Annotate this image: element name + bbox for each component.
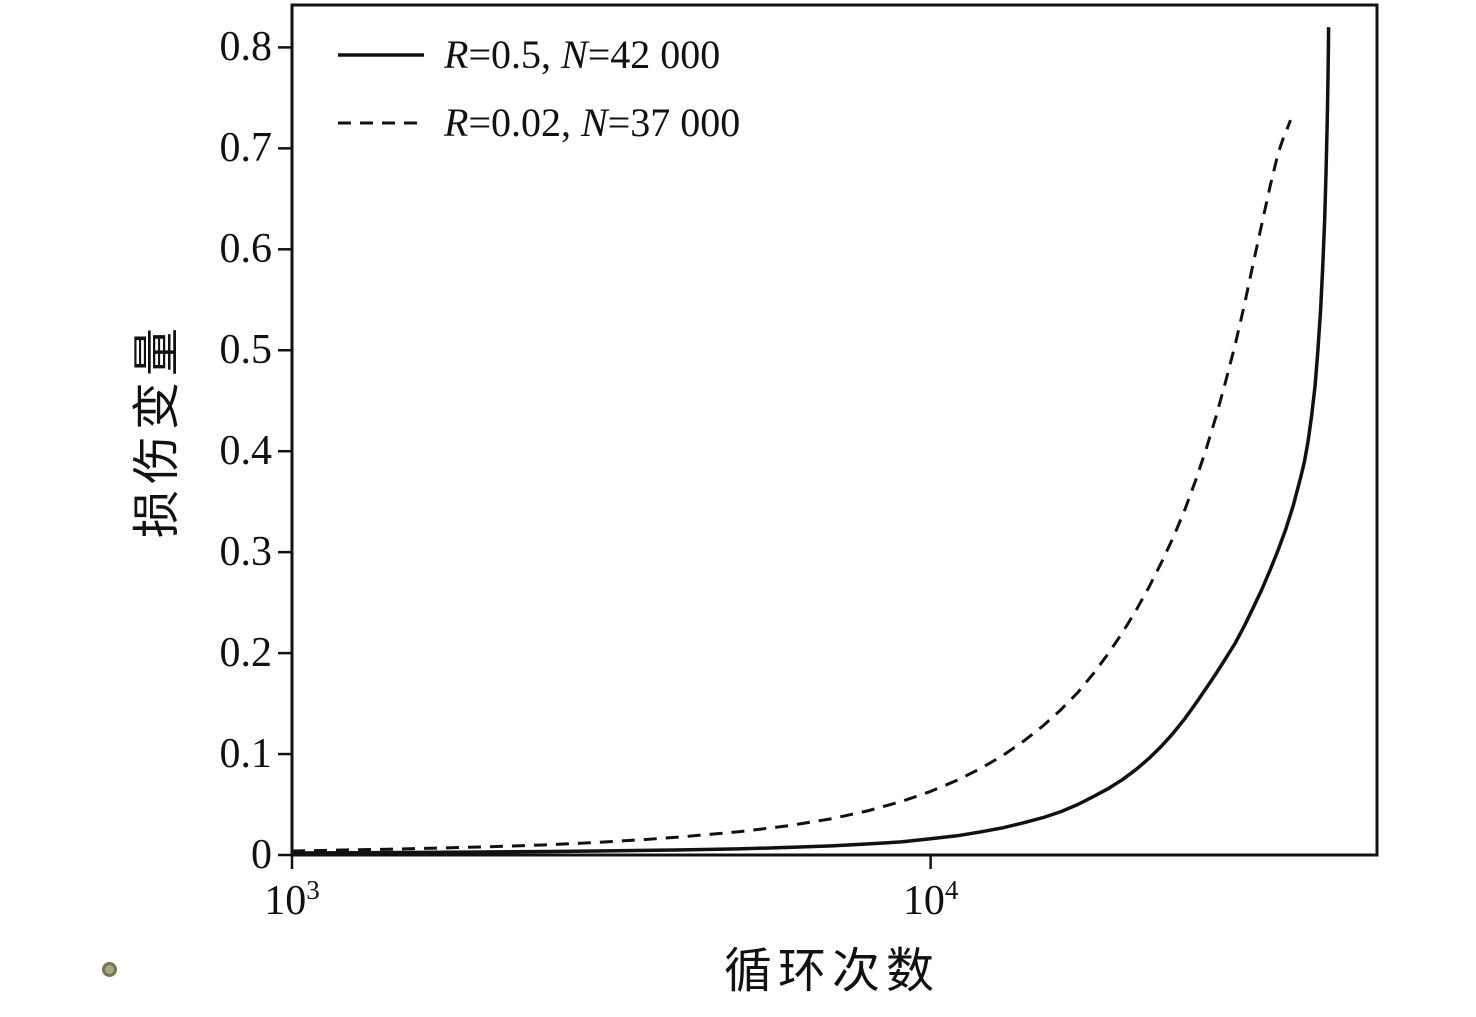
legend-var-n: N [561,32,588,77]
legend-var-r: R [444,32,469,77]
y-tick-label: 0.7 [219,125,273,172]
x-tick-label: 104 [902,875,959,924]
series-path-dashed [291,119,1292,853]
x-axis-title: 循环次数 [723,945,941,998]
legend-item-solid: R=0.5, N=42 000 [336,26,740,84]
y-tick-label: 0.6 [219,226,273,273]
legend-label-dashed: R=0.02, N=37 000 [444,100,741,145]
y-tick-label: 0.1 [219,731,273,777]
solid-line-sample [338,53,424,57]
legend-label-solid: R=0.5, N=42 000 [444,32,721,77]
y-tick-label: 0.3 [219,529,273,576]
stray-dot [102,962,117,977]
x-tick-label: 103 [264,875,320,924]
legend-var-n: N [581,100,608,145]
legend-item-dashed: R=0.02, N=37 000 [336,94,740,152]
dashed-line-sample [338,121,424,125]
series-path-solid [291,27,1331,855]
plot-frame [290,3,1379,857]
y-tick-label: 0.5 [219,327,273,374]
legend-var-r: R [444,100,469,145]
legend: R=0.5, N=42 000 R=0.02, N=37 000 [336,26,740,152]
y-tick-label: 0.4 [219,428,273,475]
y-tick-label: 0.2 [219,630,273,677]
y-tick-label: 0 [251,832,272,878]
y-tick-label: 0.8 [219,24,273,71]
